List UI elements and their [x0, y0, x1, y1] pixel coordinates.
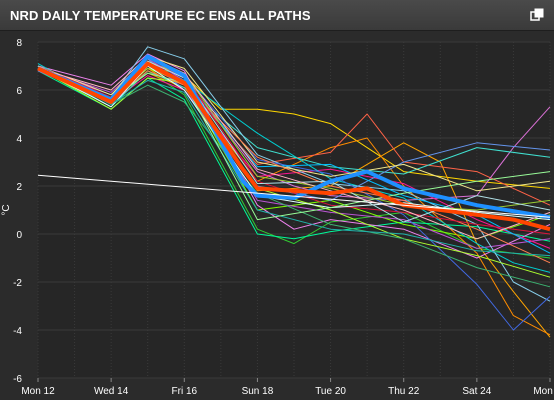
series-line-28 [37, 55, 551, 240]
x-tick-label: Sat 24 [462, 386, 491, 397]
y-tick-label: -4 [13, 326, 22, 337]
highlight-series-line-1 [37, 54, 551, 220]
y-tick-label: 4 [16, 134, 22, 145]
y-tick-label: 6 [16, 86, 22, 97]
series-line-9 [37, 53, 551, 259]
x-tick-label: Tue 20 [315, 386, 346, 397]
y-axis-label: °C [1, 204, 12, 215]
series-line-25 [37, 65, 551, 257]
x-tick-label: Sun 18 [242, 386, 274, 397]
y-tick-label: 8 [16, 38, 22, 49]
x-tick-label: Thu 22 [388, 386, 420, 397]
popout-icon[interactable] [530, 8, 544, 22]
y-tick-label: -2 [13, 278, 22, 289]
chart-title: NRD DAILY TEMPERATURE EC ENS ALL PATHS [10, 8, 311, 23]
chart-area: 8 6 4 2 0 -2 -4 -6 Mon 12 Wed 14 Fri 16 Sun 18 Tue … [1, 38, 554, 397]
panel-header: NRD DAILY TEMPERATURE EC ENS ALL PATHS [0, 0, 554, 31]
x-tick-label: Mon 12 [21, 386, 55, 397]
series-line-13 [37, 65, 551, 175]
y-tick-label: 0 [16, 230, 22, 241]
highlight-series-group [37, 54, 551, 232]
y-axis-ticks: 8 6 4 2 0 -2 -4 -6 [13, 38, 22, 385]
series-line-21 [37, 55, 551, 192]
x-tick-label: Fri 16 [172, 386, 198, 397]
y-tick-label: 2 [16, 182, 22, 193]
x-tick-label: Mon 26 [533, 386, 554, 397]
x-tick-label: Wed 14 [94, 386, 129, 397]
y-tick-label: -6 [13, 374, 22, 385]
highlight-series-line-2 [37, 61, 551, 232]
x-axis-ticks: Mon 12 Wed 14 Fri 16 Sun 18 Tue 20 Thu 22 Sat … [21, 378, 554, 397]
reference-line [37, 174, 551, 218]
